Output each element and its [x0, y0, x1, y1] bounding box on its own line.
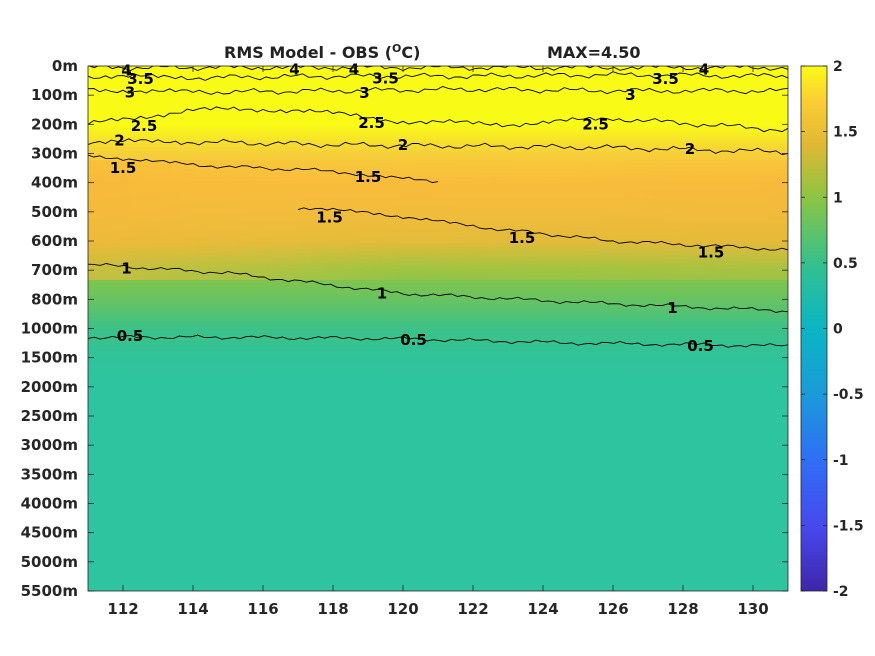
x-tick-label: 116 — [247, 600, 278, 618]
contour-label: 4 — [699, 61, 709, 79]
contour-label: 0.5 — [687, 337, 714, 355]
contour-line-3 — [88, 86, 788, 95]
contour-label: 2 — [685, 140, 695, 158]
contour-line-1 — [88, 263, 788, 313]
x-tick-label: 126 — [597, 600, 628, 618]
contour-label: 0.5 — [117, 327, 144, 345]
x-tick-label: 122 — [457, 600, 488, 618]
colorbar-tick-label: -2 — [833, 584, 849, 600]
x-axis: 112 114 116 118 120 122 124 126 128 130 — [107, 66, 769, 618]
y-tick-label: 300m — [31, 145, 78, 163]
x-tick-label: 128 — [667, 600, 698, 618]
contour-label: 4 — [121, 61, 131, 79]
contour-line-1.5 — [88, 154, 439, 184]
contour-label: 2 — [398, 136, 408, 154]
y-tick-label: 1000m — [21, 320, 78, 338]
contour-label: 4 — [349, 61, 359, 79]
colorbar-tick-label: 1.5 — [833, 125, 858, 141]
y-tick-label: 100m — [31, 86, 78, 104]
colorbar-tick-label: -1 — [833, 453, 849, 469]
contour-label: 4 — [289, 61, 299, 79]
y-tick-label: 1500m — [21, 349, 78, 367]
y-tick-label: 3000m — [21, 436, 78, 454]
colorbar-tick-label: -0.5 — [833, 387, 864, 403]
contour-label: 2 — [114, 131, 124, 149]
contour-line-2 — [88, 138, 788, 155]
contour-label: 1 — [667, 299, 677, 317]
contour-label: 3.5 — [127, 70, 154, 88]
colorbar-ticks: 2 1.5 1 0.5 0 -0.5 -1 -1.5 -2 — [801, 59, 864, 600]
contour-label: 3.5 — [372, 69, 399, 87]
contour-label: 1.5 — [698, 244, 725, 262]
y-tick-label: 5500m — [21, 582, 78, 600]
x-tick-label: 124 — [527, 600, 558, 618]
y-tick-label: 800m — [31, 290, 78, 308]
max-label: MAX=4.50 — [547, 43, 641, 62]
contour-label: 2.5 — [582, 115, 609, 133]
contour-line-4 — [88, 66, 788, 72]
contour-label: 2.5 — [131, 117, 158, 135]
warm-band-overlay — [88, 160, 788, 280]
colorbar-tick-label: 0.5 — [833, 256, 858, 272]
y-tick-label: 500m — [31, 203, 78, 221]
x-tick-label: 112 — [107, 600, 138, 618]
contour-line-0.5 — [88, 334, 788, 348]
y-tick-label: 0m — [52, 57, 78, 75]
contour-label: 1.5 — [316, 209, 343, 227]
colorbar-tick-label: 1 — [833, 190, 843, 206]
y-axis: 0m 100m 200m 300m 400m 500m 600m 700m 800m 1000m 1… — [21, 57, 788, 600]
contour-label: 1.5 — [355, 168, 382, 186]
contour-label: 3 — [625, 86, 635, 104]
contour-label: 1 — [377, 285, 387, 303]
contour-line-3.5 — [88, 71, 788, 81]
y-tick-label: 700m — [31, 261, 78, 279]
contour-label: 1.5 — [509, 229, 536, 247]
colorbar-tick-label: 2 — [833, 59, 843, 75]
y-tick-label: 4000m — [21, 495, 78, 513]
heatmap-field — [88, 66, 788, 591]
y-tick-label: 2500m — [21, 407, 78, 425]
title-unit-superscript: O — [392, 42, 401, 55]
contour-label: 1 — [121, 260, 131, 278]
colorbar: 2 1.5 1 0.5 0 -0.5 -1 -1.5 -2 — [800, 59, 864, 600]
y-tick-label: 4500m — [21, 524, 78, 542]
contour-label: 3 — [359, 84, 369, 102]
contour-labels: 4 4 4 43.5 3.5 3.53 3 32.5 2.5 2.52 2 21.5 1.51.51.5… — [110, 61, 725, 356]
contour-label: 3 — [125, 83, 135, 101]
colorbar-tick-label: 0 — [833, 322, 843, 338]
y-tick-label: 3500m — [21, 465, 78, 483]
contour-label: 0.5 — [400, 331, 427, 349]
y-tick-label: 200m — [31, 115, 78, 133]
x-tick-label: 120 — [387, 600, 418, 618]
y-tick-label: 2000m — [21, 378, 78, 396]
y-tick-label: 5000m — [21, 553, 78, 571]
colorbar-tick-label: -1.5 — [833, 518, 864, 534]
contour-label: 1.5 — [110, 159, 137, 177]
chart-title: RMS Model - OBS (OC) — [224, 42, 420, 62]
y-tick-label: 600m — [31, 232, 78, 250]
x-tick-label: 130 — [737, 600, 768, 618]
contour-line-1.5 — [297, 207, 788, 251]
y-tick-label: 400m — [31, 174, 78, 192]
x-tick-label: 118 — [317, 600, 348, 618]
contour-lines — [88, 66, 788, 348]
plot-area: 4 4 4 43.5 3.5 3.53 3 32.5 2.5 2.52 2 21.5 1.51.51.5… — [87, 61, 789, 592]
x-tick-label: 114 — [177, 600, 208, 618]
contour-label: 2.5 — [358, 114, 385, 132]
contour-label: 3.5 — [652, 70, 679, 88]
contour-line-2.5 — [88, 106, 788, 133]
